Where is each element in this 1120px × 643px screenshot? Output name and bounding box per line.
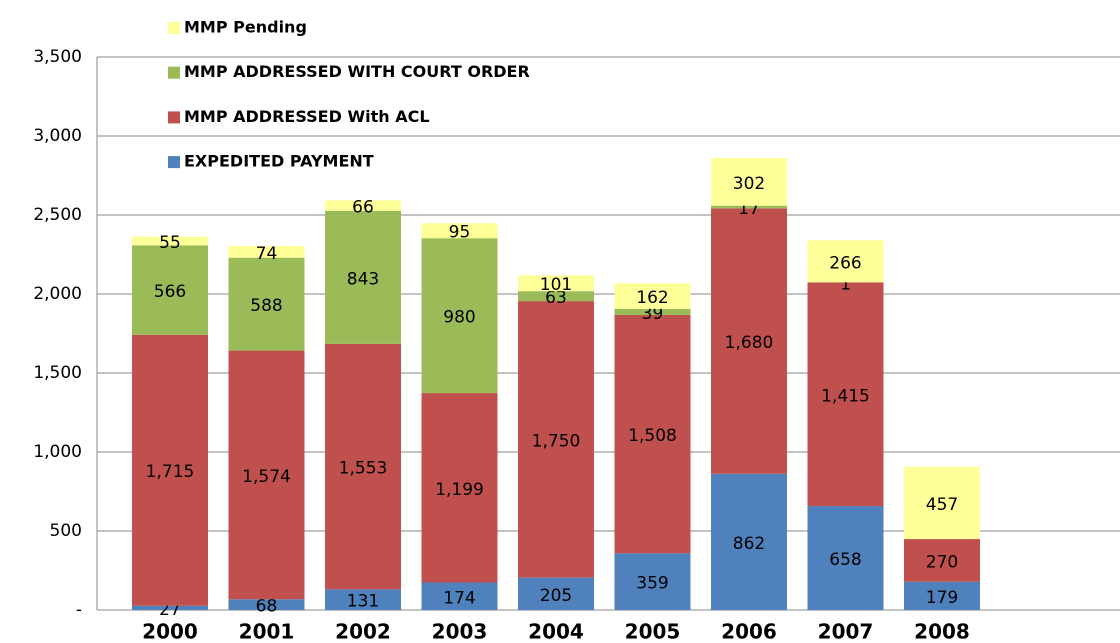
data-label: 174 [443, 588, 475, 608]
x-tick-label: 2008 [914, 620, 970, 643]
y-tick-label: 2,000 [33, 284, 82, 304]
bar-segment [711, 205, 787, 209]
bar-segment [614, 315, 691, 554]
legend-swatch [168, 111, 180, 124]
bar-segment [325, 200, 401, 211]
y-tick-label: - [76, 600, 82, 620]
x-tick-label: 2005 [625, 620, 681, 643]
bar-segment [132, 236, 208, 246]
bar-segment [614, 308, 691, 316]
bar-segment [228, 245, 305, 258]
bar-segment [614, 553, 691, 610]
data-label: 68 [256, 597, 278, 617]
bar-segment [325, 343, 401, 590]
bar-segment [711, 473, 787, 610]
data-label: 980 [443, 308, 475, 328]
data-label: 101 [540, 275, 572, 295]
data-label: 1,199 [435, 480, 484, 500]
legend-label: MMP Pending [184, 18, 307, 37]
data-label: 205 [540, 586, 572, 606]
bar-segment [421, 238, 498, 394]
legend-swatch [168, 66, 180, 79]
data-label: 95 [449, 223, 471, 243]
x-tick-label: 2003 [432, 620, 488, 643]
data-label: 457 [926, 495, 958, 515]
data-label: 1,680 [725, 333, 774, 353]
bar-segment [132, 605, 208, 610]
y-tick-label: 3,000 [33, 126, 82, 146]
bar-segment [518, 577, 594, 610]
bar-segment [807, 240, 884, 283]
bar-segment [421, 393, 498, 583]
bar-segment [132, 245, 208, 335]
legend-swatch [168, 156, 180, 169]
bar-segment [228, 599, 305, 610]
data-label: 66 [352, 198, 374, 218]
x-tick-label: 2004 [528, 620, 584, 643]
data-label: 1,750 [532, 431, 581, 451]
x-tick-label: 2006 [721, 620, 777, 643]
bar-segment [325, 210, 401, 344]
bar-segment [711, 208, 787, 474]
data-label: 302 [733, 174, 765, 194]
legend-label: MMP ADDRESSED WITH COURT ORDER [184, 62, 530, 81]
bar-segment [518, 275, 594, 292]
bar-segment [518, 291, 594, 302]
data-label: 359 [636, 574, 668, 594]
bar-segment [518, 301, 594, 578]
data-label: 74 [256, 244, 278, 264]
x-tick-label: 2001 [239, 620, 295, 643]
x-tick-label: 2000 [142, 620, 198, 643]
data-label: 179 [926, 588, 958, 608]
data-label: 39 [642, 304, 664, 324]
data-label: 566 [154, 282, 186, 302]
bar-segment [904, 466, 980, 540]
data-label: 588 [250, 296, 282, 316]
data-label: 843 [347, 269, 379, 289]
bar-segment [228, 350, 305, 600]
data-label: 1,553 [339, 459, 388, 479]
data-label: 266 [829, 253, 861, 273]
bar-segment [325, 589, 401, 610]
data-label: 1,715 [146, 462, 195, 482]
bar-segment [711, 157, 787, 206]
bar-segment [807, 506, 884, 610]
y-tick-label: 1,000 [33, 442, 82, 462]
y-tick-label: 2,500 [33, 205, 82, 225]
legend-label: MMP ADDRESSED With ACL [184, 107, 430, 126]
bar-segment [904, 539, 980, 582]
data-label: 270 [926, 552, 958, 572]
y-tick-label: 500 [50, 521, 82, 541]
data-label: 63 [545, 288, 567, 308]
bar-segment [228, 257, 305, 351]
data-label: 1,415 [821, 386, 870, 406]
data-label: 55 [159, 233, 181, 253]
data-label: 1,574 [242, 467, 291, 487]
x-tick-label: 2007 [818, 620, 874, 643]
x-tick-label: 2002 [335, 620, 391, 643]
bar-segment [421, 223, 498, 239]
data-label: 1 [840, 274, 851, 294]
y-tick-label: 3,500 [33, 47, 82, 67]
data-label: 162 [636, 288, 668, 308]
bar-segment [904, 581, 980, 610]
bar-segment [614, 283, 691, 309]
data-label: 1,508 [628, 426, 677, 446]
data-label: 131 [347, 592, 379, 612]
bar-segment [421, 582, 498, 610]
data-label: 658 [829, 550, 861, 570]
y-tick-label: 1,500 [33, 363, 82, 383]
data-label: 862 [733, 534, 765, 554]
legend-swatch [168, 22, 180, 34]
bar-segment [132, 334, 208, 606]
legend-label: EXPEDITED PAYMENT [184, 152, 374, 171]
bar-segment [807, 282, 884, 507]
